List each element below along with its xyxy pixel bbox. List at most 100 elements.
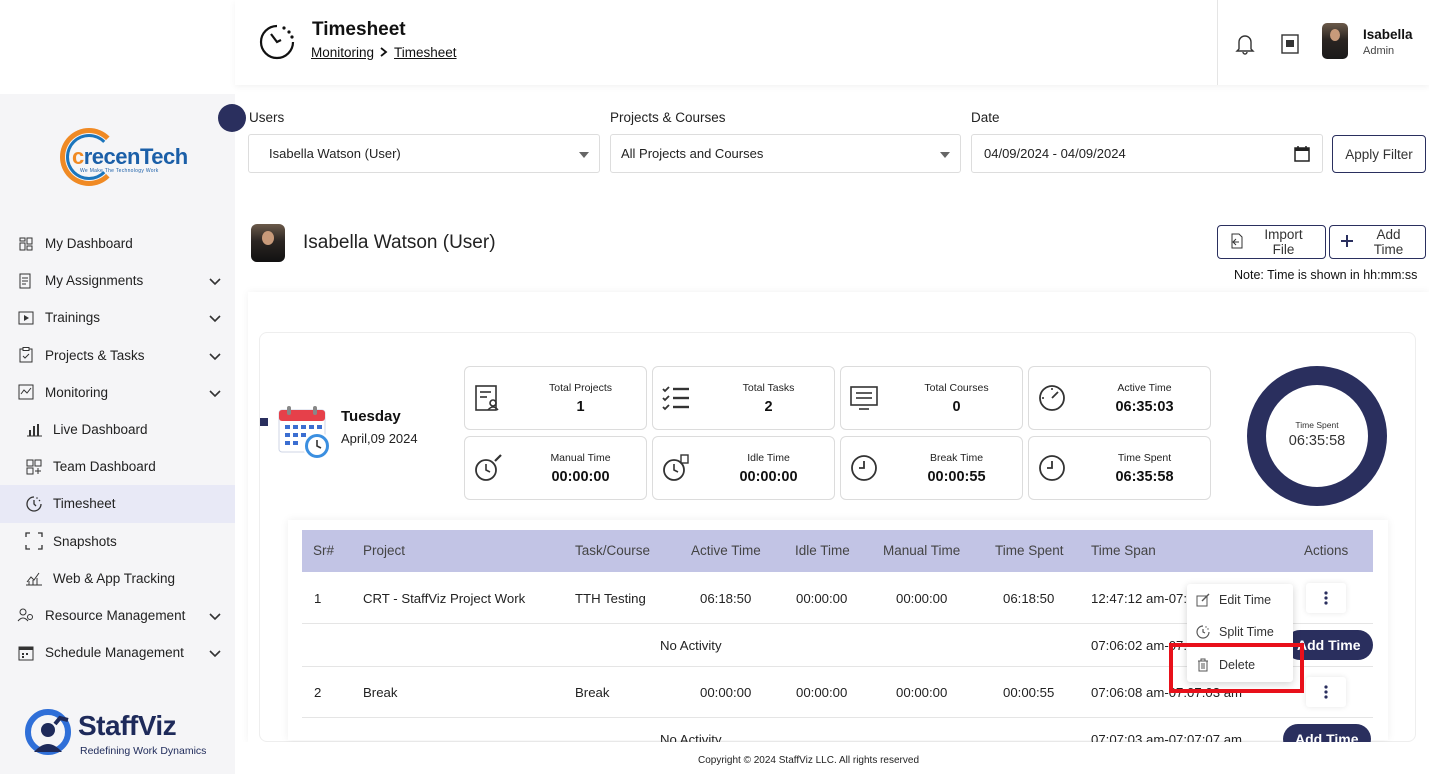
- import-file-icon: [1228, 233, 1244, 252]
- clock-icon: [1037, 453, 1067, 488]
- cell-sr: 1: [314, 591, 322, 606]
- sidebar-item-label: Trainings: [45, 310, 101, 326]
- stat-label: Total Courses: [924, 382, 989, 394]
- day-date: April,09 2024: [341, 431, 418, 446]
- no-activity-label: No Activity: [660, 638, 722, 653]
- sidebar-item-snapshots[interactable]: Snapshots: [0, 523, 235, 560]
- trend-icon: [24, 569, 44, 587]
- stat-value: 0: [952, 399, 961, 415]
- assignments-icon: [16, 272, 36, 290]
- sidebar-item-resource-management[interactable]: Resource Management: [0, 597, 235, 634]
- apply-filter-button[interactable]: Apply Filter: [1332, 135, 1426, 173]
- time-format-note: Note: Time is shown in hh:mm:ss: [1234, 268, 1418, 282]
- sidebar-item-my-dashboard[interactable]: My Dashboard: [0, 225, 235, 262]
- stat-value: 00:00:55: [927, 469, 986, 485]
- sidebar-item-my-assignments[interactable]: My Assignments: [0, 262, 235, 299]
- calendar-icon: [16, 644, 36, 662]
- clock-icon: [24, 495, 44, 513]
- clipboard-icon: [16, 346, 36, 364]
- sidebar-item-team-dashboard[interactable]: Team Dashboard: [0, 448, 235, 485]
- sidebar-item-schedule-management[interactable]: Schedule Management: [0, 634, 235, 671]
- row-divider: [302, 623, 1373, 624]
- stat-active-time: Active Time 06:35:03: [1028, 366, 1211, 430]
- user-name[interactable]: Isabella: [1363, 27, 1413, 42]
- projects-select[interactable]: All Projects and Courses: [610, 134, 961, 173]
- monitoring-icon: [16, 383, 36, 401]
- chevron-right-icon: [380, 45, 388, 60]
- stat-value: 00:00:00: [551, 469, 610, 485]
- delete-highlight-box: [1169, 643, 1304, 693]
- stat-label: Break Time: [929, 452, 984, 464]
- crecentech-logo: crecenTech We Make The Technology Work: [60, 128, 188, 192]
- table-header: [302, 530, 1373, 572]
- menu-delete[interactable]: Delete: [1187, 649, 1293, 681]
- chevron-down-icon[interactable]: [209, 609, 221, 624]
- users-filter-label: Users: [249, 110, 285, 125]
- clock-pencil-icon: [473, 453, 503, 488]
- add-time-button[interactable]: Add Time: [1329, 225, 1426, 259]
- col-header-actions: Actions: [1304, 543, 1349, 558]
- day-bullet: [260, 418, 268, 426]
- play-icon: [16, 309, 36, 327]
- stat-label: Manual Time: [550, 452, 611, 464]
- row-actions-kebab[interactable]: [1306, 583, 1346, 613]
- breadcrumb-timesheet[interactable]: Timesheet: [394, 45, 457, 60]
- menu-split-time[interactable]: Split Time: [1187, 616, 1293, 648]
- stat-label: Total Projects: [548, 382, 613, 394]
- cell-manual: 00:00:00: [896, 685, 948, 700]
- cell-task: TTH Testing: [575, 591, 646, 606]
- users-select[interactable]: Isabella Watson (User): [248, 134, 600, 173]
- sidebar-item-label: Team Dashboard: [53, 459, 156, 475]
- sidebar-item-web-app-tracking[interactable]: Web & App Tracking: [0, 560, 235, 597]
- avatar[interactable]: [1322, 23, 1348, 59]
- col-header-active-time: Active Time: [691, 543, 761, 558]
- sidebar-item-trainings[interactable]: Trainings: [0, 299, 235, 336]
- projects-select-value: All Projects and Courses: [621, 146, 764, 161]
- stat-break-time: Break Time 00:00:55: [840, 436, 1023, 500]
- stat-time-spent: Time Spent 06:35:58: [1028, 436, 1211, 500]
- chevron-down-icon[interactable]: [209, 311, 221, 326]
- import-file-button[interactable]: Import File: [1217, 225, 1326, 259]
- users-select-value: Isabella Watson (User): [269, 146, 401, 161]
- sidebar-item-label: Projects & Tasks: [45, 347, 145, 363]
- projects-icon: [473, 383, 503, 418]
- sidebar-item-timesheet[interactable]: Timesheet: [0, 485, 235, 523]
- calendar-icon[interactable]: [1294, 145, 1310, 165]
- sidebar: crecenTech We Make The Technology Work M…: [0, 0, 235, 774]
- col-header-project: Project: [363, 543, 406, 558]
- idle-timer-icon: [661, 453, 691, 488]
- col-header-time-span: Time Span: [1091, 543, 1156, 558]
- menu-label: Edit Time: [1219, 593, 1272, 607]
- date-filter-label: Date: [971, 110, 1000, 125]
- sidebar-toggle-button[interactable]: [218, 104, 246, 132]
- top-header: Timesheet Monitoring Timesheet Isabella …: [235, 0, 1429, 85]
- cell-manual: 00:00:00: [896, 591, 948, 606]
- row-actions-kebab[interactable]: [1306, 677, 1346, 707]
- breadcrumb-monitoring[interactable]: Monitoring: [311, 45, 375, 60]
- stat-value: 2: [764, 399, 773, 415]
- sidebar-item-label: Timesheet: [53, 496, 116, 512]
- plus-icon: [1340, 234, 1354, 251]
- stat-value: 1: [576, 399, 585, 415]
- chevron-down-icon[interactable]: [209, 274, 221, 289]
- stat-value: 06:35:58: [1115, 469, 1174, 485]
- sidebar-item-label: Resource Management: [45, 607, 186, 623]
- stat-label: Active Time: [1117, 382, 1172, 394]
- sidebar-item-label: Schedule Management: [45, 645, 184, 661]
- chevron-down-icon[interactable]: [209, 386, 221, 401]
- sidebar-item-projects-tasks[interactable]: Projects & Tasks: [0, 337, 235, 374]
- split-clock-icon: [1195, 624, 1211, 640]
- no-activity-span: 07:06:02 am-07:: [1091, 638, 1188, 653]
- row-divider: [302, 717, 1373, 718]
- staffviz-logo: StaffViz Redefining Work Dynamics: [22, 706, 222, 762]
- date-range-field[interactable]: 04/09/2024 - 04/09/2024: [971, 134, 1323, 173]
- donut-label: Time Spent: [1295, 420, 1339, 430]
- chevron-down-icon[interactable]: [209, 349, 221, 364]
- sidebar-item-live-dashboard[interactable]: Live Dashboard: [0, 411, 235, 448]
- chevron-down-icon[interactable]: [209, 646, 221, 661]
- sidebar-item-monitoring[interactable]: Monitoring: [0, 374, 235, 411]
- bell-icon[interactable]: [1235, 33, 1255, 60]
- document-icon[interactable]: [1280, 33, 1300, 60]
- menu-edit-time[interactable]: Edit Time: [1187, 584, 1293, 616]
- timesheet-clock-icon: [257, 22, 297, 67]
